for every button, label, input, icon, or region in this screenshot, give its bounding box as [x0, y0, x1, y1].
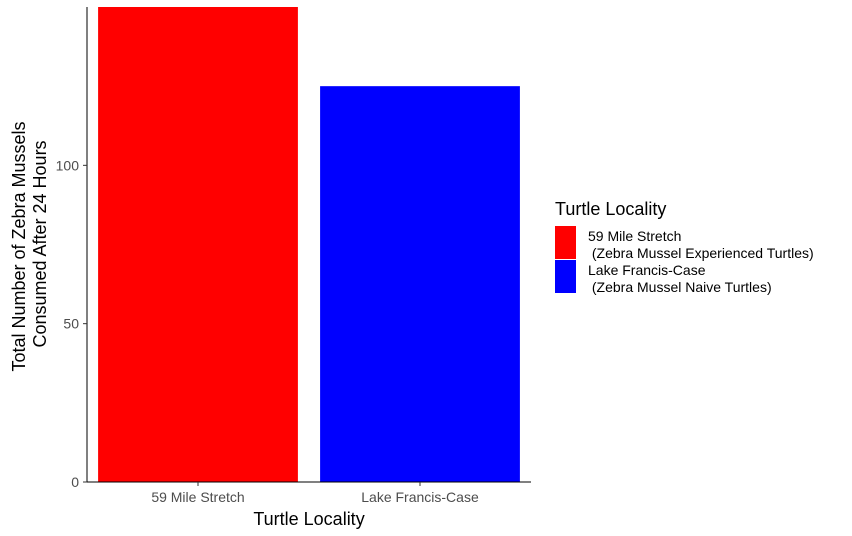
- plot-area: [98, 7, 520, 483]
- legend-label-2-line-2: (Zebra Mussel Naive Turtles): [588, 279, 772, 295]
- legend-key-2: [555, 260, 576, 293]
- y-tick-label-1: 0: [71, 474, 79, 490]
- bar-1: [98, 7, 298, 482]
- legend-label-1: 59 Mile Stretch (Zebra Mussel Experience…: [588, 228, 814, 261]
- legend-label-1-line-1: 59 Mile Stretch: [588, 228, 681, 244]
- y-axis-title-line-1: Total Number of Zebra Mussels: [9, 121, 29, 371]
- legend-title: Turtle Locality: [555, 199, 666, 219]
- x-tick-label-1: 59 Mile Stretch: [151, 489, 244, 505]
- y-axis-title: Total Number of Zebra Mussels Consumed A…: [9, 116, 50, 371]
- y-axis: 0 50 100: [56, 7, 88, 490]
- legend-key-1: [555, 226, 576, 259]
- bar-2: [320, 86, 520, 483]
- legend-label-1-line-2: (Zebra Mussel Experienced Turtles): [588, 245, 814, 261]
- legend-label-2-line-1: Lake Francis-Case: [588, 262, 706, 278]
- x-tick-label-2: Lake Francis-Case: [361, 489, 479, 505]
- legend-label-2: Lake Francis-Case (Zebra Mussel Naive Tu…: [588, 262, 772, 295]
- y-axis-title-line-2: Consumed After 24 Hours: [30, 140, 50, 347]
- y-tick-label-2: 50: [63, 316, 79, 332]
- x-axis: 59 Mile Stretch Lake Francis-Case: [87, 481, 531, 505]
- x-axis-title: Turtle Locality: [253, 509, 364, 529]
- y-tick-label-3: 100: [56, 157, 80, 173]
- legend: Turtle Locality 59 Mile Stretch (Zebra M…: [555, 199, 814, 295]
